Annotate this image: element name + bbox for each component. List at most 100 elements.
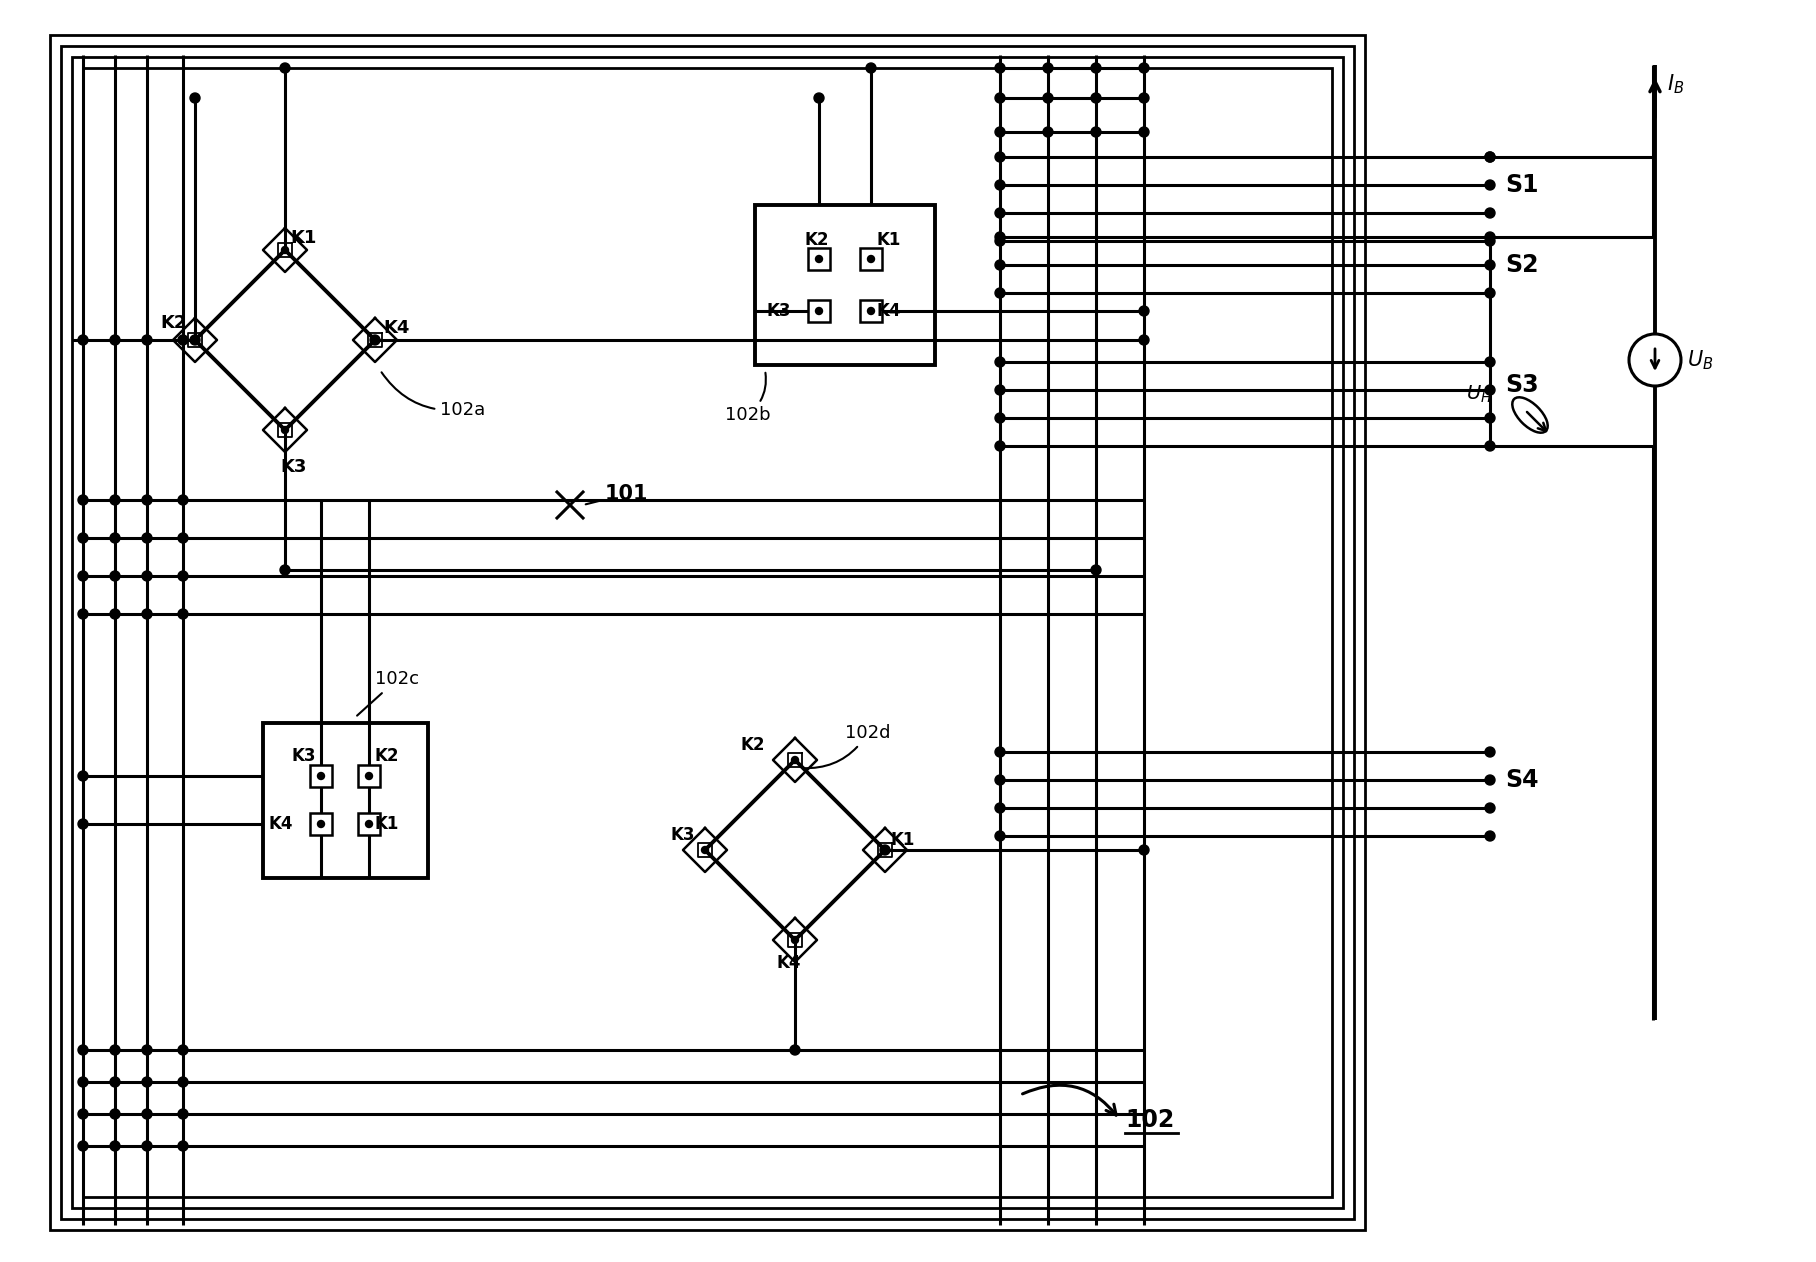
Text: K2: K2 [741,736,765,753]
Circle shape [1485,151,1495,162]
Circle shape [1139,127,1150,138]
Circle shape [881,847,888,853]
Text: S1: S1 [1505,173,1538,197]
Circle shape [142,495,153,505]
Circle shape [78,533,87,543]
Circle shape [178,570,189,581]
Circle shape [1485,151,1495,162]
Circle shape [995,440,1004,451]
Circle shape [815,308,823,314]
Text: 102a: 102a [381,372,485,419]
Circle shape [1485,232,1495,242]
Bar [358,765,380,787]
Circle shape [178,1076,189,1087]
Bar [808,300,830,322]
Circle shape [866,63,875,73]
Circle shape [790,1045,801,1055]
Circle shape [1485,385,1495,395]
Circle shape [111,1109,120,1119]
Circle shape [701,847,708,853]
Circle shape [372,337,378,343]
Circle shape [1091,565,1100,575]
Circle shape [815,255,823,262]
Circle shape [1139,93,1150,103]
Circle shape [995,180,1004,191]
Circle shape [1139,334,1150,345]
Circle shape [178,334,189,345]
Ellipse shape [1513,398,1547,433]
Circle shape [881,846,890,854]
Circle shape [142,1076,153,1087]
Circle shape [178,1045,189,1055]
Bar [311,765,332,787]
Circle shape [111,610,120,618]
Bar [51,35,1366,1230]
Text: K4: K4 [875,302,901,321]
Circle shape [281,246,289,254]
Circle shape [191,334,200,345]
Circle shape [78,1109,87,1119]
Text: K3: K3 [670,827,696,844]
Circle shape [1485,830,1495,840]
Circle shape [868,308,875,314]
Circle shape [370,334,380,345]
Text: S3: S3 [1505,374,1538,398]
Bar [861,249,883,270]
Circle shape [111,1045,120,1055]
Circle shape [142,533,153,543]
Text: $I_B$: $I_B$ [1667,72,1683,96]
Circle shape [78,771,87,781]
Text: K4: K4 [777,954,801,972]
Circle shape [78,570,87,581]
Circle shape [280,63,291,73]
Circle shape [78,610,87,618]
Circle shape [142,610,153,618]
Circle shape [1042,63,1053,73]
Text: 102d: 102d [803,724,890,769]
Circle shape [1485,747,1495,757]
Circle shape [111,570,120,581]
Circle shape [1485,288,1495,298]
Text: S4: S4 [1505,769,1538,793]
Text: S2: S2 [1505,252,1538,276]
Bar [358,813,380,835]
Circle shape [111,334,120,345]
Circle shape [1485,236,1495,246]
Circle shape [111,533,120,543]
Circle shape [1485,357,1495,367]
Circle shape [1139,63,1150,73]
Text: K3: K3 [292,747,316,765]
Circle shape [1042,93,1053,103]
Circle shape [1139,846,1150,854]
Text: K2: K2 [374,747,398,765]
Circle shape [995,232,1004,242]
Text: K3: K3 [280,458,307,476]
Circle shape [1485,180,1495,191]
Bar [861,300,883,322]
Circle shape [995,413,1004,423]
Text: K2: K2 [160,314,187,332]
Circle shape [995,385,1004,395]
Bar [263,723,427,877]
Circle shape [178,495,189,505]
Circle shape [868,255,875,262]
Circle shape [1485,413,1495,423]
Circle shape [1485,260,1495,270]
Text: K3: K3 [766,302,792,321]
Circle shape [365,772,372,780]
Bar [73,57,1344,1208]
Circle shape [995,236,1004,246]
Circle shape [142,1141,153,1151]
Circle shape [995,93,1004,103]
Circle shape [318,820,325,828]
Circle shape [995,747,1004,757]
Circle shape [142,1109,153,1119]
Circle shape [78,1076,87,1087]
Circle shape [814,93,824,103]
Circle shape [995,208,1004,218]
Circle shape [178,1109,189,1119]
Circle shape [191,93,200,103]
Text: $U_H$: $U_H$ [1466,384,1493,405]
Circle shape [1485,440,1495,451]
Circle shape [1042,127,1053,138]
